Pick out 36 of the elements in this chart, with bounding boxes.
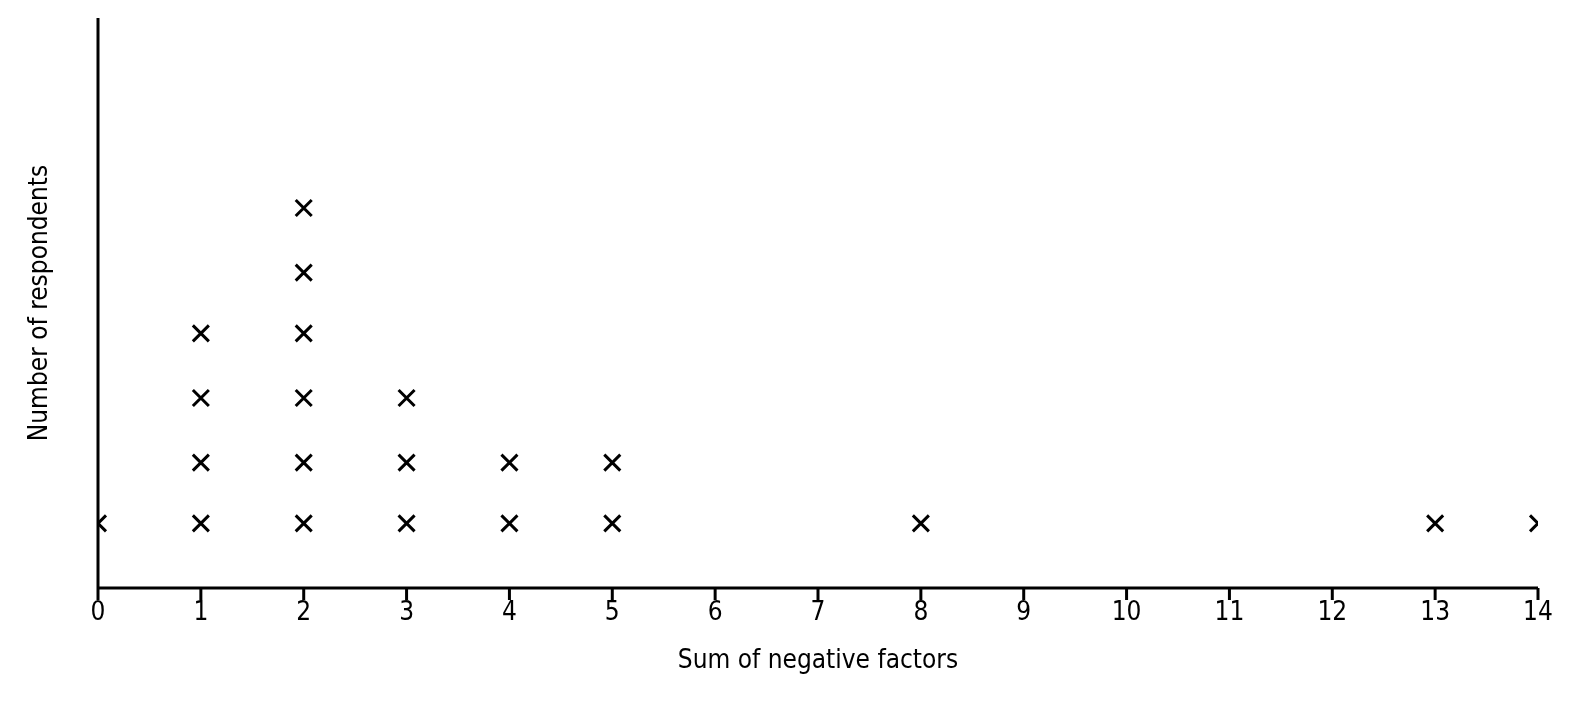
x-tick-label: 9 xyxy=(1016,596,1032,627)
x-tick-label: 5 xyxy=(604,596,620,627)
point xyxy=(294,323,314,343)
point xyxy=(191,513,211,533)
x-axis-title: Sum of negative factors xyxy=(677,644,959,674)
x-tick-label: 14 xyxy=(1523,596,1553,627)
point xyxy=(294,263,314,283)
y-axis-title: Number of respondents xyxy=(23,164,54,442)
x-tick-label: 4 xyxy=(501,596,517,627)
point xyxy=(602,513,622,533)
point xyxy=(191,323,211,343)
point xyxy=(294,198,314,218)
point xyxy=(294,513,314,533)
point xyxy=(397,453,417,473)
x-tick-label: 7 xyxy=(810,596,826,627)
point xyxy=(499,513,519,533)
x-tick-label: 11 xyxy=(1214,596,1245,627)
x-tick-label: 13 xyxy=(1420,596,1451,627)
point xyxy=(499,453,519,473)
x-tick-label: 3 xyxy=(399,596,415,627)
point xyxy=(191,388,211,408)
x-tick-label: 8 xyxy=(913,596,929,627)
x-tick-label: 2 xyxy=(296,596,312,627)
point xyxy=(294,388,314,408)
x-tick-label: 6 xyxy=(707,596,723,627)
x-tick-label: 12 xyxy=(1317,596,1348,627)
point xyxy=(911,513,931,533)
point xyxy=(294,453,314,473)
point xyxy=(1425,513,1445,533)
point xyxy=(397,388,417,408)
x-tick-label: 10 xyxy=(1111,596,1142,627)
point xyxy=(191,453,211,473)
point xyxy=(602,453,622,473)
x-tick-label: 1 xyxy=(193,596,209,627)
point xyxy=(397,513,417,533)
x-tick-label: 0 xyxy=(90,596,106,627)
